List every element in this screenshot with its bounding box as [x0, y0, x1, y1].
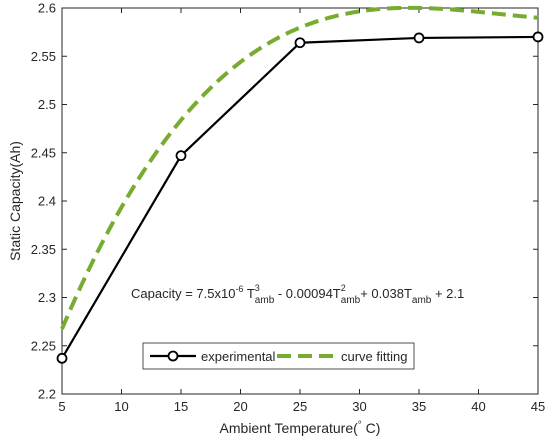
y-tick-label: 2.5 [38, 97, 56, 112]
x-tick-label: 5 [58, 399, 65, 414]
x-tick-label: 40 [471, 399, 485, 414]
equation-annotation: Capacity = 7.5x10-6 T3 amb - 0.00094T2 amb… [131, 283, 464, 306]
legend-experimental-label: experimental [201, 349, 276, 364]
x-axis-label: Ambient Temperature(° C) [220, 420, 381, 436]
y-tick-label: 2.45 [31, 145, 56, 160]
experimental-point [294, 37, 306, 49]
x-tick-label: 45 [531, 399, 545, 414]
experimental-point [413, 32, 425, 44]
y-tick-label: 2.35 [31, 242, 56, 257]
experimental-point [175, 150, 187, 162]
series-layer [56, 5, 544, 364]
legend: experimental curve fitting [142, 342, 415, 370]
legend-experimental-marker [167, 350, 179, 362]
experimental-point [532, 31, 544, 43]
x-tick-label: 25 [293, 399, 307, 414]
curve-fitting-line [60, 5, 539, 330]
y-tick-label: 2.3 [38, 290, 56, 305]
x-tick-label: 10 [114, 399, 128, 414]
x-tick-label: 15 [174, 399, 188, 414]
legend-curve-fitting-label: curve fitting [341, 349, 407, 364]
plot-area [61, 7, 539, 395]
x-axis: 5 10 15 20 25 30 35 40 45 [58, 8, 545, 414]
y-tick-label: 2.4 [38, 194, 56, 209]
y-tick-label: 2.2 [38, 387, 56, 402]
x-tick-label: 35 [412, 399, 426, 414]
x-tick-label: 30 [352, 399, 366, 414]
y-tick-label: 2.55 [31, 49, 56, 64]
y-axis: 2.2 2.25 2.3 2.35 2.4 2.45 2.5 2.55 2.6 [31, 1, 538, 402]
y-axis-label: Static Capacity(Ah) [7, 141, 23, 261]
y-tick-label: 2.25 [31, 338, 56, 353]
y-tick-label: 2.6 [38, 1, 56, 16]
experimental-point [56, 352, 68, 364]
x-tick-label: 20 [233, 399, 247, 414]
